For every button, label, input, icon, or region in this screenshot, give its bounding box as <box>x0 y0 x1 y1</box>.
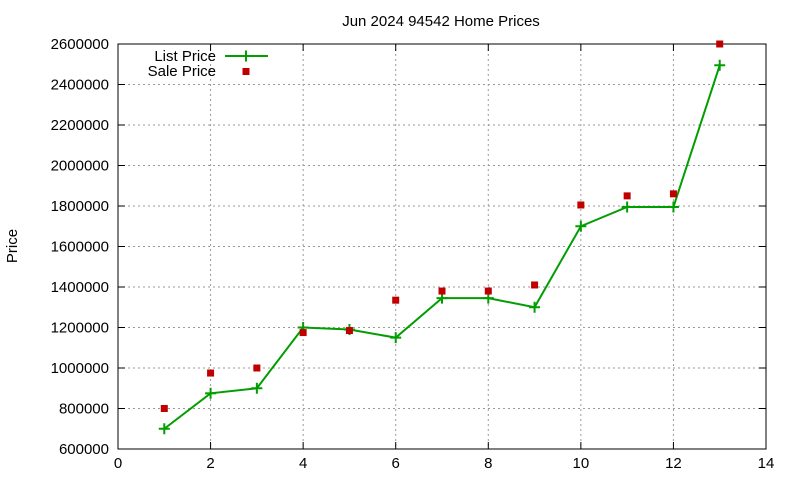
sale-price-point <box>531 281 539 289</box>
x-tick-label: 0 <box>114 455 122 472</box>
list-price-point <box>621 201 633 213</box>
sale-price-point <box>669 190 677 198</box>
x-tick-label: 4 <box>299 455 307 472</box>
sale-price-point <box>299 329 307 337</box>
y-tick-label: 1400000 <box>51 279 109 296</box>
list-price-point <box>714 59 726 71</box>
list-price-point <box>158 423 170 435</box>
list-price-line <box>163 64 721 430</box>
sale-price-point <box>716 40 724 48</box>
sale-price-point <box>345 327 353 335</box>
sale-price-point <box>484 287 492 295</box>
y-tick-label: 1200000 <box>51 320 109 337</box>
y-tick-label: 1000000 <box>51 360 109 377</box>
legend-label-list-price: List Price <box>154 48 216 65</box>
list-price-point <box>529 301 541 313</box>
list-price-point <box>667 201 679 213</box>
legend-label-sale-price: Sale Price <box>148 63 216 80</box>
x-tick-label: 6 <box>392 455 400 472</box>
grid <box>118 44 766 449</box>
legend-marker-list-price <box>240 50 252 62</box>
list-price-point <box>205 387 217 399</box>
legend: List Price Sale Price <box>148 48 268 80</box>
x-tick-label: 2 <box>206 455 214 472</box>
sale-price-point <box>392 296 400 304</box>
list-price-point <box>575 220 587 232</box>
chart-title: Jun 2024 94542 Home Prices <box>342 13 540 30</box>
x-tick-label: 12 <box>665 455 682 472</box>
sale-price-point <box>623 192 631 200</box>
series-marks <box>158 40 726 435</box>
sale-price-point <box>577 201 585 209</box>
y-tick-label: 1600000 <box>51 239 109 256</box>
list-price-point <box>390 332 402 344</box>
sale-price-point <box>438 287 446 295</box>
axis-ticks: 0 2 4 6 8 10 12 14 600000 800000 1000000 1200000 140… <box>51 36 775 472</box>
y-tick-label: 1800000 <box>51 198 109 215</box>
y-tick-label: 2600000 <box>51 36 109 53</box>
y-tick-label: 2400000 <box>51 77 109 94</box>
y-axis-label: Price <box>4 229 21 263</box>
x-tick-label: 14 <box>758 455 775 472</box>
sale-price-point <box>253 364 261 372</box>
x-tick-label: 10 <box>573 455 590 472</box>
y-tick-label: 600000 <box>59 441 109 458</box>
y-tick-label: 2000000 <box>51 158 109 175</box>
list-price-point <box>251 382 263 394</box>
legend-marker-sale-price <box>242 68 250 75</box>
y-tick-label: 2200000 <box>51 117 109 134</box>
x-tick-label: 8 <box>484 455 492 472</box>
sale-price-point <box>160 405 168 412</box>
sale-price-point <box>207 369 215 377</box>
y-tick-label: 800000 <box>59 401 109 418</box>
